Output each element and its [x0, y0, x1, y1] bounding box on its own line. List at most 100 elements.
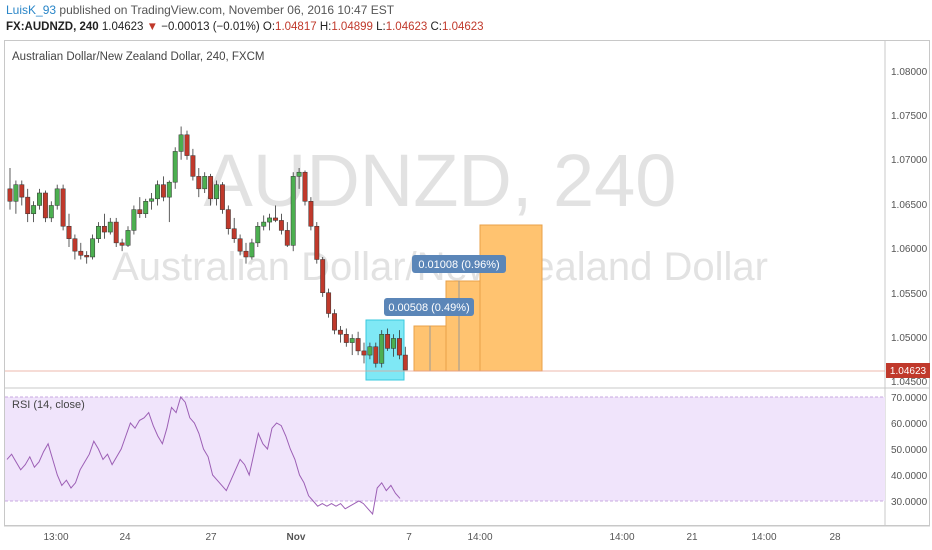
candle-body: [273, 217, 278, 221]
candle-body: [131, 209, 137, 231]
candle-body: [7, 188, 13, 202]
candle-body: [184, 134, 190, 156]
candle-body: [214, 184, 219, 200]
publish-header: LuisK_93 published on TradingView.com, N…: [0, 0, 932, 40]
candle-body: [208, 176, 214, 200]
publish-info: LuisK_93 published on TradingView.com, N…: [6, 3, 394, 17]
rsi-band: [5, 397, 885, 501]
rsi-tick: 50.0000: [891, 445, 928, 456]
candle-body: [255, 225, 261, 244]
candle-body: [72, 238, 78, 252]
candle-body: [355, 338, 361, 352]
down-arrow-icon: ▼: [146, 21, 159, 33]
candle-body: [302, 171, 308, 202]
symbol-ohlc-line: FX:AUDNZD, 240 1.04623 ▼ −0.00013 (−0.01…: [6, 21, 484, 33]
candle-body: [385, 334, 391, 349]
candle-body: [143, 201, 149, 215]
price-tag: [886, 363, 930, 378]
annotation-bubble-1[interactable]: [384, 298, 474, 316]
candle-body: [261, 221, 267, 227]
watermark-symbol: AUDNZD, 240: [204, 139, 677, 222]
candle-body: [219, 184, 225, 210]
price-tick: 1.05500: [891, 289, 928, 300]
symbol-label: FX:AUDNZD, 240: [6, 21, 99, 33]
candle-body: [178, 134, 184, 152]
candle-body: [202, 176, 208, 190]
candle-body: [396, 338, 402, 356]
last-price: 1.04623: [101, 21, 144, 33]
price-tick: 1.06500: [891, 200, 928, 211]
time-tick: 14:00: [609, 532, 634, 543]
price-tick: 1.05000: [891, 333, 928, 344]
candle-body: [391, 338, 396, 349]
candle-body: [402, 354, 408, 371]
time-tick: 13:00: [43, 532, 68, 543]
candle-body: [196, 176, 202, 190]
candle-body: [243, 250, 249, 258]
price-tick: 1.07500: [891, 111, 928, 122]
candle-body: [13, 184, 19, 202]
candle-body: [367, 346, 373, 356]
candle-body: [160, 184, 166, 198]
rsi-tick: 70.0000: [891, 393, 928, 404]
candle-body: [237, 238, 243, 252]
rsi-tick: 60.0000: [891, 419, 928, 430]
price-tick: 1.07000: [891, 155, 928, 166]
projection-box-3[interactable]: [479, 224, 543, 372]
candle-body: [314, 225, 320, 260]
time-tick: 7: [406, 532, 412, 543]
candle-body: [379, 334, 385, 364]
candle-body: [349, 338, 355, 343]
candle-body: [137, 209, 143, 215]
candle-body: [119, 242, 125, 246]
candle-body: [267, 217, 273, 223]
candle-body: [90, 238, 96, 258]
candle-body: [125, 230, 131, 246]
candle-body: [249, 242, 255, 258]
candle-body: [172, 151, 178, 183]
rsi-tick: 30.0000: [891, 497, 928, 508]
candle-body: [149, 198, 155, 202]
candle-body: [190, 155, 196, 177]
projection-box-2[interactable]: [445, 280, 481, 372]
candle-body: [332, 313, 337, 331]
time-tick: 28: [829, 532, 841, 543]
time-tick: 27: [205, 532, 217, 543]
open-label: O:: [262, 21, 276, 33]
candle-body: [19, 184, 25, 198]
high-value: 1.04899: [331, 21, 373, 33]
candle-body: [278, 220, 284, 231]
publish-text: published on TradingView.com, November 0…: [59, 3, 395, 17]
candle-body: [308, 201, 314, 227]
candle-body: [290, 176, 296, 246]
price-tag-text: 1.04623: [890, 366, 927, 377]
candle-body: [284, 230, 290, 246]
price-tick: 1.08000: [891, 67, 928, 78]
annotation-bubble-2[interactable]: [412, 255, 506, 273]
rsi-line: [6, 395, 401, 516]
candle-body: [66, 225, 72, 239]
rsi-title: RSI (14, close): [12, 399, 85, 411]
pane-title: Australian Dollar/New Zealand Dollar, 24…: [12, 51, 265, 63]
candle-body: [155, 184, 160, 200]
open-value: 1.04817: [275, 21, 317, 33]
price-tick: 1.04500: [891, 377, 928, 388]
candle-body: [48, 205, 54, 219]
time-tick: Nov: [287, 532, 306, 543]
time-tick: 21: [686, 532, 698, 543]
candle-body: [225, 209, 231, 229]
candle-body: [96, 225, 101, 239]
candle-body: [296, 171, 302, 177]
candle-body: [31, 205, 37, 215]
candle-body: [361, 350, 367, 356]
low-value: 1.04623: [385, 21, 428, 33]
candle-body: [231, 228, 237, 239]
candle-body: [37, 192, 42, 206]
candle-body: [78, 250, 84, 256]
candle-body: [25, 196, 31, 215]
candle-body: [54, 188, 60, 206]
close-value: 1.04623: [441, 21, 484, 33]
author-link[interactable]: LuisK_93: [6, 3, 57, 17]
candle-body: [84, 255, 90, 258]
